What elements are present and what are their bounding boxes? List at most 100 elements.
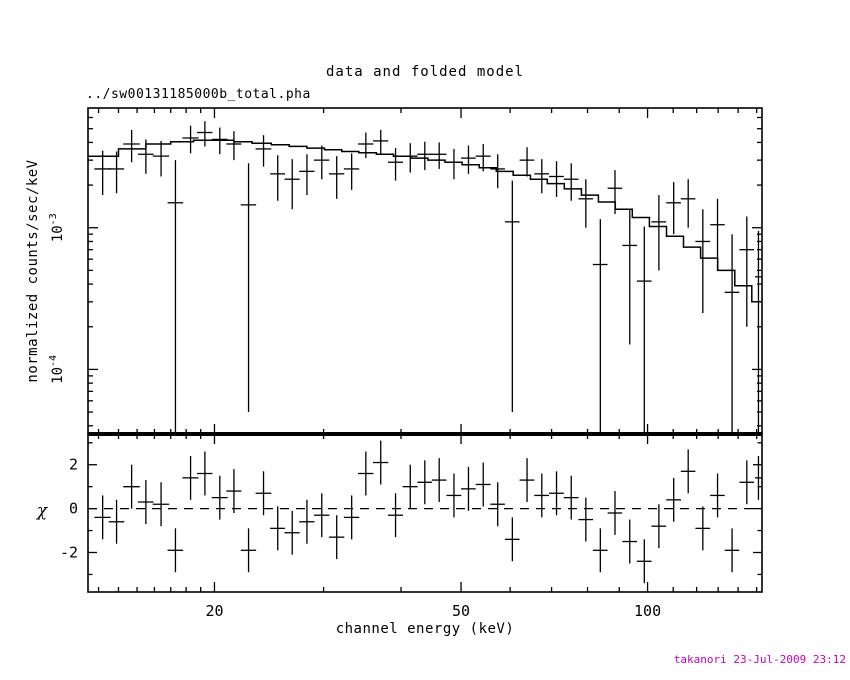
residual-point: [739, 460, 754, 505]
spectrum-data-points: [94, 121, 762, 434]
plot-title: data and folded model: [325, 64, 524, 80]
data-point: [446, 148, 462, 180]
data-point: [549, 161, 564, 197]
residual-point: [724, 528, 740, 573]
chi-tick-label: 0: [69, 500, 78, 518]
data-point: [490, 154, 505, 189]
residual-point: [240, 528, 257, 573]
residual-point: [197, 451, 213, 496]
residual-point: [387, 493, 404, 538]
data-point: [299, 154, 315, 196]
residual-point: [226, 469, 242, 513]
data-point: [270, 155, 286, 201]
data-point: [373, 129, 389, 155]
data-point: [607, 170, 623, 215]
residual-point: [402, 464, 418, 509]
residual-point: [680, 449, 696, 494]
residual-point: [534, 473, 550, 518]
residual-point: [651, 504, 667, 549]
chi-tick-label: 2: [69, 456, 78, 474]
residual-point: [94, 495, 111, 540]
residual-point: [299, 499, 315, 544]
data-point: [402, 143, 418, 173]
residual-point: [137, 480, 154, 524]
residual-point: [108, 499, 125, 544]
residual-point: [358, 451, 374, 496]
residual-point: [255, 471, 272, 516]
data-filename: ../sw00131185000b_total.pha: [86, 87, 311, 102]
data-point: [137, 139, 154, 174]
data-point: [152, 140, 170, 177]
data-point: [284, 159, 300, 210]
x-tick-label: 50: [452, 602, 470, 620]
data-point: [724, 234, 740, 434]
axis-ticks: [88, 108, 762, 592]
residual-point: [167, 528, 184, 573]
data-point: [504, 180, 520, 413]
panel-frames: [87, 107, 763, 593]
data-point: [387, 148, 404, 181]
data-point: [197, 121, 213, 147]
tick-labels: 20 50 100 10-3 10-4 -2 0 2: [48, 213, 661, 620]
residual-point: [475, 462, 491, 507]
data-point: [636, 226, 652, 434]
y-axis-label-chi: χ: [36, 501, 48, 521]
data-point: [666, 182, 681, 235]
residual-point: [622, 519, 637, 564]
residual-point: [490, 482, 505, 527]
residual-point: [446, 473, 462, 518]
chi-tick-label: -2: [60, 544, 78, 562]
model-histogram: [88, 139, 762, 303]
residual-point: [607, 491, 623, 535]
data-point: [534, 159, 550, 194]
data-point: [94, 150, 111, 196]
residual-point: [710, 473, 725, 518]
data-point: [519, 147, 535, 177]
x-tick-label: 100: [634, 602, 661, 620]
data-point: [240, 163, 257, 413]
residual-point: [754, 455, 762, 500]
residual-point: [123, 464, 140, 509]
data-point: [651, 195, 667, 271]
residual-point: [592, 528, 608, 573]
y-tick-label: 10-4: [48, 355, 66, 384]
data-point: [622, 209, 637, 345]
data-point: [226, 131, 242, 161]
residual-point: [343, 495, 360, 540]
residual-data-points: [94, 440, 762, 584]
x-axis-label: channel energy (keV): [335, 621, 515, 637]
residual-point: [313, 493, 330, 538]
data-point: [592, 219, 608, 434]
data-point: [431, 142, 447, 169]
data-point: [739, 216, 754, 327]
data-point: [328, 156, 345, 199]
residual-point: [636, 539, 652, 584]
residual-point: [182, 455, 199, 500]
data-point: [710, 198, 725, 271]
data-point: [108, 151, 125, 194]
data-point: [475, 143, 491, 172]
data-point: [167, 160, 184, 434]
residual-point: [578, 497, 594, 542]
y-tick-label: 10-3: [48, 213, 66, 242]
user-timestamp: takanori 23-Jul-2009 23:12: [673, 653, 846, 666]
data-point: [358, 132, 374, 159]
data-point: [563, 163, 579, 201]
residual-point: [211, 475, 228, 520]
data-point: [754, 230, 762, 434]
residual-point: [461, 466, 476, 511]
data-point: [182, 125, 199, 154]
data-point: [695, 209, 711, 314]
residual-point: [328, 515, 345, 560]
residual-point: [270, 506, 286, 551]
residual-point: [152, 482, 170, 527]
residual-point: [666, 477, 681, 522]
y-axis-label-counts: normalized counts/sec/keV: [25, 159, 41, 383]
residual-point: [417, 460, 433, 505]
data-point: [255, 135, 272, 167]
residual-point: [519, 458, 535, 503]
residual-point: [549, 471, 564, 516]
data-point: [313, 145, 330, 180]
